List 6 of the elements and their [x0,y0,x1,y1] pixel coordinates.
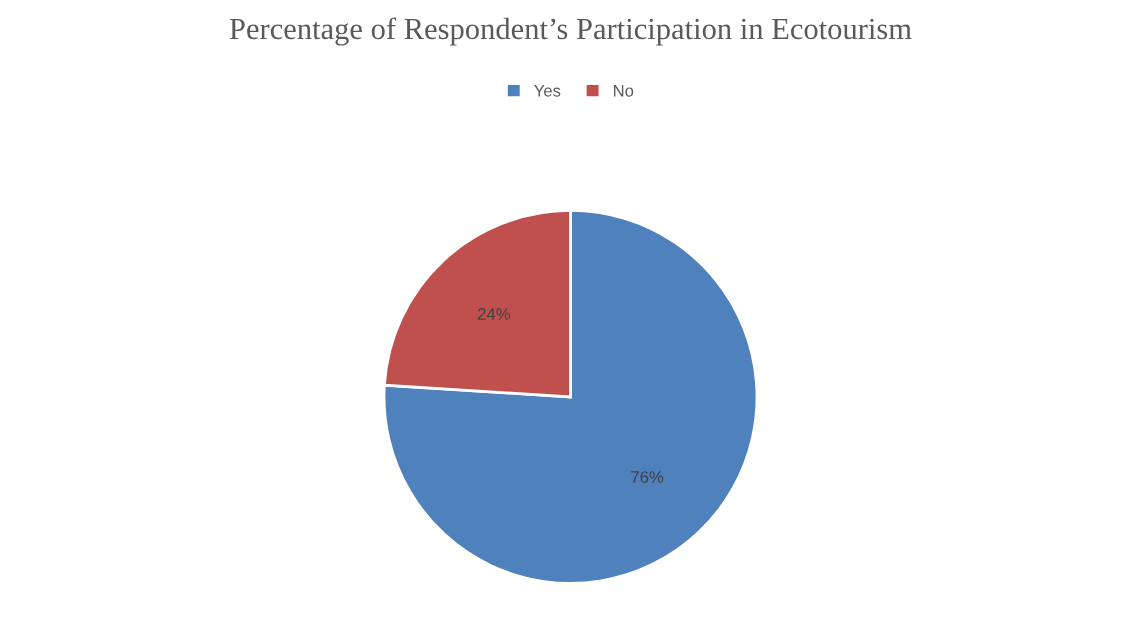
data-label: 76% [631,471,664,483]
data-label: 24% [478,308,510,320]
legend-label: Yes [534,85,561,97]
legend-label: No [613,85,634,97]
pie-slice [382,209,759,585]
chart-title: Percentage of Respondent’s Participation in Ecotourism [229,17,912,46]
